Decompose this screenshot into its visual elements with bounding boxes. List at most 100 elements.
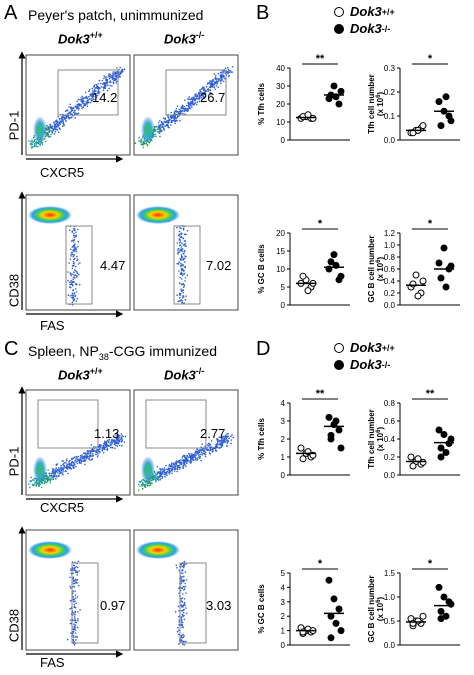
ko-group-point [337, 627, 345, 635]
y-tick-label: 30 [276, 82, 285, 91]
significance-label: ** [316, 53, 325, 65]
wt-group-point [299, 455, 307, 463]
panel-a-title: Peyer's patch, unimmunized [28, 7, 204, 23]
ko-group-point [442, 283, 450, 291]
ko-group-point [327, 431, 335, 439]
y-tick-label: 3 [281, 417, 286, 426]
flow-plot [133, 54, 239, 156]
ko-group-point [437, 607, 445, 615]
y-axis-label: GC B cell number [367, 235, 376, 302]
wt-group-point [412, 271, 420, 279]
wt-group-point [419, 122, 427, 130]
y-axis-label: % Tfh cells [257, 83, 266, 125]
ko-group-point [435, 98, 443, 106]
legend-ko: Dok3 -/- [334, 357, 395, 372]
panel-c-geno-wt: Dok3+/+ [58, 366, 103, 383]
y-axis-label-unit: (x 106) [376, 92, 385, 117]
y-tick-label: 0.0 [384, 301, 396, 310]
y-tick-label: 20 [276, 100, 285, 109]
y-axis-label-unit: (x 106) [376, 257, 385, 282]
c-row2-wt-pct: 0.97 [100, 598, 126, 613]
y-tick-label: 0.2 [384, 289, 396, 298]
ko-group-point [330, 82, 338, 90]
panel-letter-a: A [4, 2, 18, 24]
c-row1-wt-pct: 1.13 [94, 426, 120, 441]
a-row2-wt-pct: 4.47 [100, 258, 126, 273]
y-tick-label: 5 [281, 569, 286, 578]
wt-group [297, 444, 317, 463]
c-row1-ylabel: PD-1 [6, 446, 22, 477]
y-tick-label: 0 [281, 136, 286, 145]
panel-letter-b: B [256, 2, 270, 24]
a-row2-xlabel: FAS [40, 318, 65, 333]
wt-group [297, 272, 317, 295]
y-tick-label: 20 [276, 229, 285, 238]
a-row1-xlabel: CXCR5 [40, 165, 85, 180]
dot-plot-d1: 0 1 2 3 4 % Tfh cells ** [257, 388, 350, 480]
open-circle-icon [334, 6, 344, 17]
ko-group-point [440, 593, 448, 601]
ko-group-point [325, 576, 333, 584]
wt-group-point [419, 277, 427, 285]
significance-label: * [428, 53, 433, 65]
wt-group-point [304, 287, 312, 295]
y-tick-label: 1.0 [384, 593, 396, 602]
y-tick-label: 4 [281, 583, 286, 592]
ko-group-point [437, 274, 445, 282]
y-tick-label: 0 [281, 301, 286, 310]
flow-events [134, 66, 234, 149]
ko-group [325, 413, 345, 452]
panel-letter-c: C [4, 338, 19, 360]
ko-group-point [447, 262, 455, 270]
ko-group-point [437, 615, 445, 623]
y-tick-label: 3 [281, 598, 286, 607]
y-tick-label: 0.4 [384, 435, 396, 444]
y-tick-label: 0.6 [384, 265, 396, 274]
flow-plot [133, 389, 239, 496]
ko-group [435, 426, 455, 461]
wt-group-point [299, 272, 307, 280]
filled-circle-icon [334, 23, 344, 34]
y-tick-label: 4 [281, 399, 286, 408]
y-axis-label: % GC B cells [257, 584, 266, 634]
wt-group-point [409, 462, 417, 470]
dot-plot-d2: 0.0 0.2 0.4 0.6 0.8 Tfh cell number (x 106) ** [367, 388, 460, 480]
ko-group-point [327, 612, 335, 620]
flow-plot [133, 529, 239, 651]
legend-ko: Dok3 -/- [334, 21, 395, 36]
y-tick-label: 0 [281, 641, 286, 650]
y-tick-label: 0.5 [384, 617, 396, 626]
y-tick-label: 0.1 [384, 112, 396, 121]
ko-group-point [435, 583, 443, 591]
panel-a-geno-ko: Dok3-/- [164, 30, 205, 47]
y-tick-label: 1.2 [384, 229, 396, 238]
ko-group [325, 576, 345, 642]
c-row1-ko-pct: 2.77 [200, 426, 226, 441]
flow-plot [18, 51, 131, 163]
significance-label: * [318, 558, 323, 570]
y-tick-label: 1.5 [384, 569, 396, 578]
ko-group-point [335, 426, 343, 434]
open-circle-icon [334, 342, 344, 353]
ko-group-point [435, 259, 443, 267]
significance-label: ** [426, 388, 435, 400]
legend-wt: Dok3 +/+ [334, 4, 395, 19]
y-axis-label-unit: (x 106) [376, 427, 385, 452]
filled-circle-icon [334, 359, 344, 370]
y-tick-label: 15 [276, 247, 285, 256]
flow-plot [18, 526, 131, 658]
c-row2-xlabel: FAS [40, 655, 65, 670]
dot-plot-b3: 0 5 10 15 20 % GC B cells * [257, 218, 350, 310]
y-axis-label: GC B cell number [367, 575, 376, 642]
wt-group-point [419, 612, 427, 620]
y-tick-label: 0.6 [384, 417, 396, 426]
ko-group-point [337, 444, 345, 452]
wt-group-point [409, 280, 417, 288]
significance-label: * [428, 218, 433, 230]
y-tick-label: 1.0 [384, 241, 396, 250]
wt-group [407, 612, 427, 630]
wt-group [407, 122, 427, 137]
ko-group-point [447, 117, 455, 125]
ko-group-point [332, 417, 340, 425]
